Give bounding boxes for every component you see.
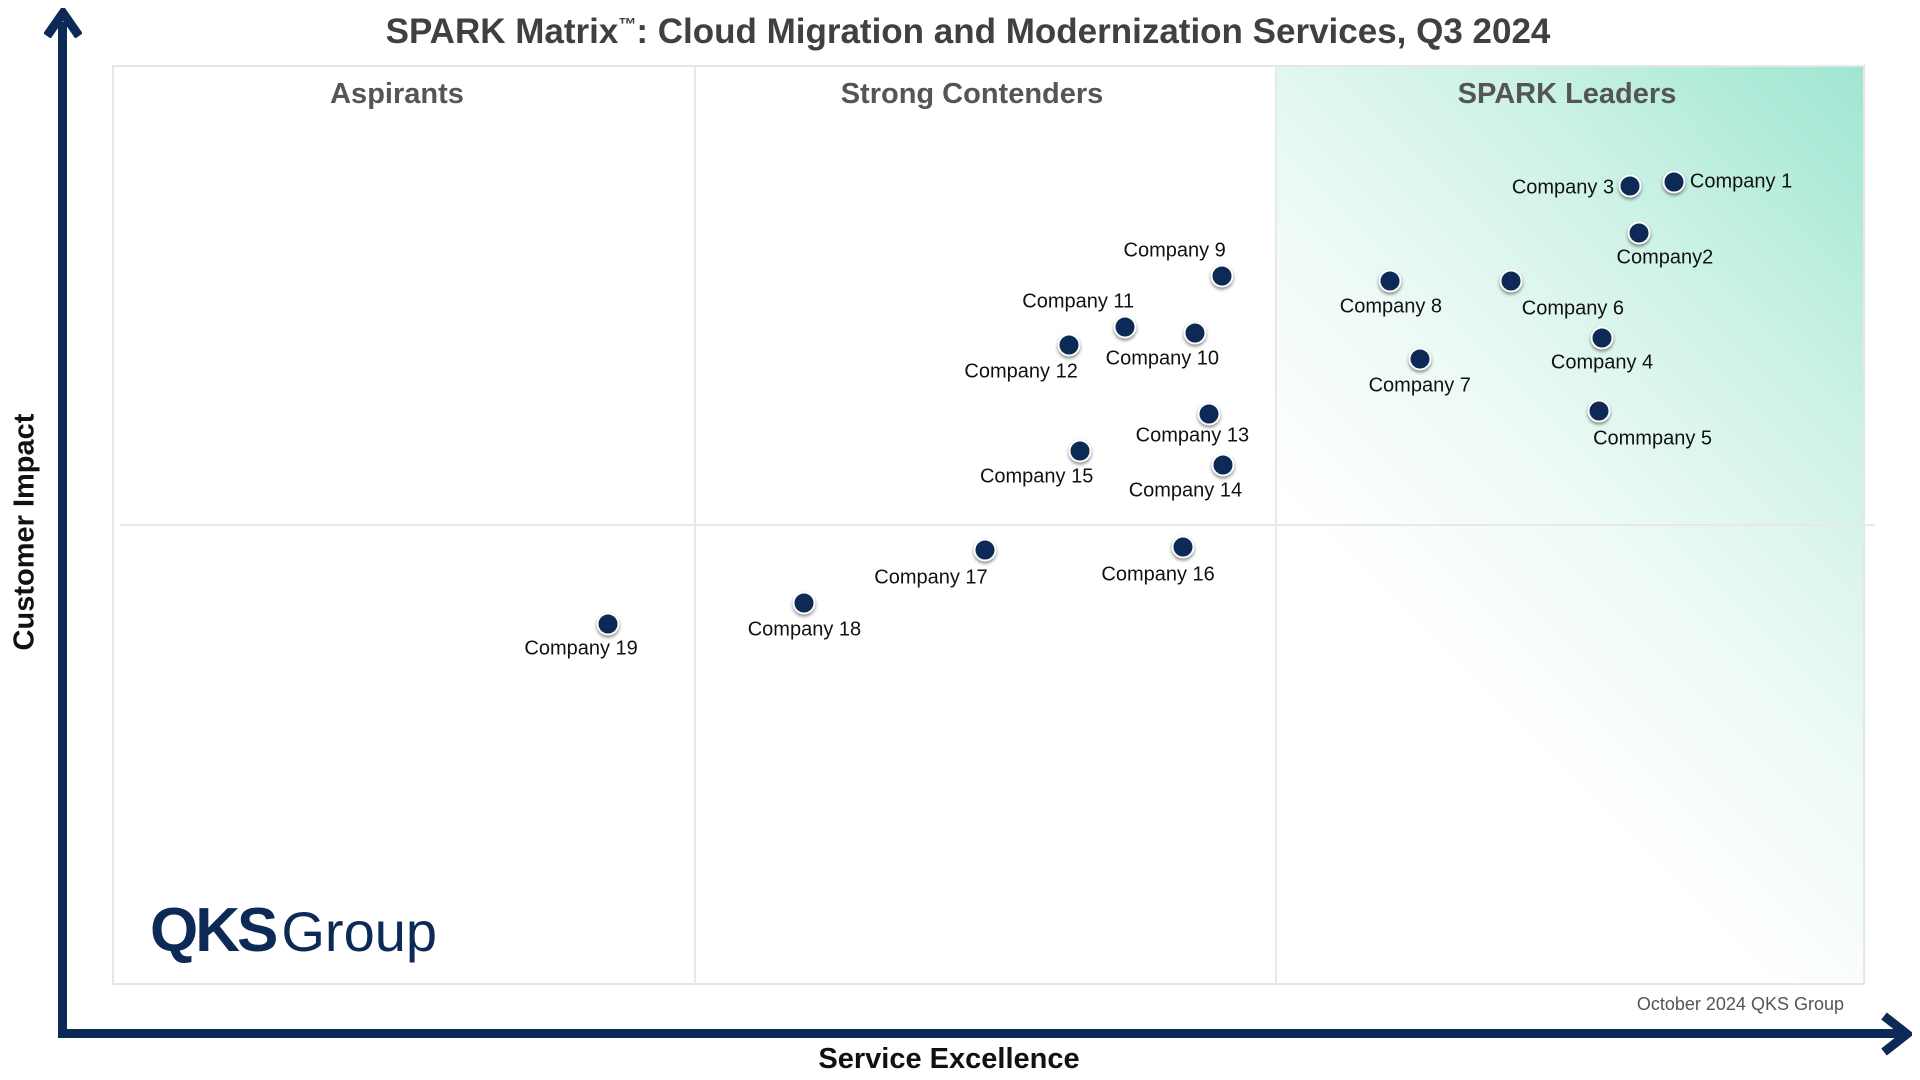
data-point-label: Company2: [1616, 246, 1714, 269]
data-point-dot: [596, 612, 620, 636]
data-point-label: Company 13: [1135, 424, 1250, 447]
data-point-label: Company 11: [1022, 290, 1135, 313]
quadrant-label-spark-leaders: SPARK Leaders: [1457, 78, 1677, 110]
data-point-label: Commpany 5: [1593, 427, 1712, 450]
horizontal-divider: [120, 524, 1875, 526]
title-rest: : Cloud Migration and Modernization Serv…: [636, 12, 1551, 51]
data-point-label: Company 9: [1123, 239, 1226, 262]
footer-credit: October 2024 QKS Group: [1636, 994, 1844, 1014]
data-point-dot: [1113, 315, 1137, 339]
data-point-dot: [1627, 221, 1651, 245]
data-point-dot: [1171, 535, 1195, 559]
data-point-label: Company 17: [874, 566, 988, 589]
chart-title: SPARK Matrix™: Cloud Migration and Moder…: [0, 12, 1920, 52]
data-point-dot: [1378, 269, 1402, 293]
y-axis-line: [58, 22, 67, 1037]
data-point-label: Company 15: [979, 465, 1094, 488]
data-point-dot: [1057, 333, 1081, 357]
trademark: ™: [618, 14, 637, 35]
data-point-label: Company 1: [1689, 170, 1793, 193]
y-axis-arrow-icon: [44, 8, 82, 38]
data-point-label: Company 19: [524, 637, 638, 660]
data-point-label: Company 8: [1339, 295, 1443, 318]
data-point-label: Company 3: [1511, 176, 1615, 199]
data-point-dot: [1587, 399, 1611, 423]
data-point-label: Company 18: [747, 618, 862, 641]
data-point-dot: [1211, 453, 1235, 477]
data-point-dot: [973, 538, 997, 562]
y-axis-label: Customer Impact: [8, 413, 41, 651]
x-axis-label: Service Excellence: [818, 1043, 1080, 1075]
data-point-dot: [1068, 439, 1092, 463]
data-point-dot: [1197, 402, 1221, 426]
data-point-label: Company 4: [1550, 351, 1654, 374]
data-point-label: Company 12: [964, 360, 1078, 383]
data-point-label: Company 7: [1368, 374, 1471, 397]
data-point-dot: [1618, 174, 1642, 198]
data-point-dot: [1183, 321, 1207, 345]
data-point-dot: [1408, 347, 1432, 371]
data-point-label: Company 14: [1128, 479, 1243, 502]
x-axis-line: [58, 1029, 1903, 1038]
data-point-dot: [792, 591, 816, 615]
data-point-dot: [1662, 170, 1686, 194]
data-point-dot: [1590, 326, 1614, 350]
quadrant-label-aspirants: Aspirants: [330, 78, 464, 110]
qks-group-logo: QKS Group: [150, 895, 437, 966]
data-point-label: Company 6: [1521, 297, 1625, 320]
data-point-dot: [1499, 269, 1523, 293]
logo-regular: Group: [281, 900, 437, 963]
logo-bold: QKS: [150, 896, 278, 965]
data-point-label: Company 16: [1101, 563, 1215, 586]
data-point-dot: [1210, 264, 1234, 288]
data-point-label: Company 10: [1105, 347, 1220, 370]
title-main: SPARK Matrix: [385, 12, 619, 51]
x-axis-arrow-icon: [1881, 1012, 1912, 1056]
quadrant-label-strong-contenders: Strong Contenders: [840, 78, 1104, 110]
